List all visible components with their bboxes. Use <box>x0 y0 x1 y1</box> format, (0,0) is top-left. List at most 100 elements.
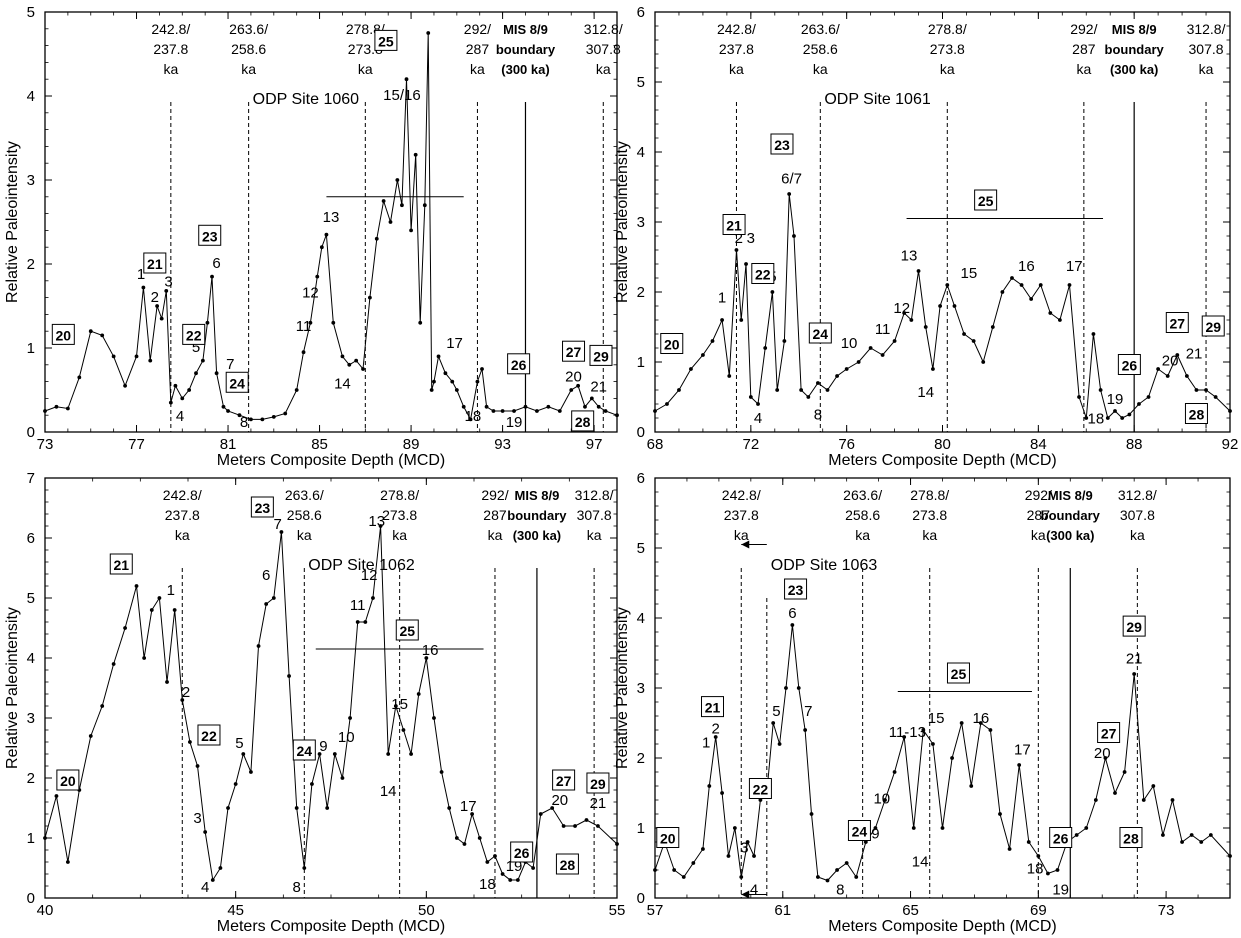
stage-box-label: 22 <box>186 327 202 343</box>
data-point <box>1057 318 1062 322</box>
data-point <box>835 868 839 872</box>
data-point <box>589 396 594 401</box>
plot-frame <box>44 11 618 433</box>
data-point <box>1180 840 1184 844</box>
site-label: ODP Site 1063 <box>771 557 878 574</box>
data-point <box>745 840 750 844</box>
data-point <box>210 878 215 882</box>
stage-box-label: 25 <box>378 33 394 49</box>
data-point <box>400 203 404 208</box>
data-point <box>1038 283 1043 287</box>
data-point <box>962 332 966 336</box>
data-point <box>308 320 313 325</box>
data-point <box>214 371 219 376</box>
excursion-number-label: 14 <box>334 375 351 392</box>
excursion-number-label: 11 <box>296 318 312 335</box>
data-point <box>418 320 423 325</box>
excursion-number-label: 18 <box>1087 411 1104 428</box>
data-point <box>409 228 413 233</box>
y-tick-label: 1 <box>637 354 645 371</box>
data-point <box>790 623 795 627</box>
data-point <box>386 752 391 756</box>
data-point <box>825 878 830 883</box>
stage-box <box>292 739 316 761</box>
data-point <box>1213 395 1218 399</box>
data-point <box>923 325 928 329</box>
stage-box <box>395 619 419 641</box>
stage-box-label: 28 <box>575 414 591 430</box>
data-point <box>739 875 744 879</box>
x-tick-label: 88 <box>1126 436 1143 453</box>
age-marker-label: 237.8 <box>153 41 188 57</box>
data-point <box>424 656 429 660</box>
age-marker-label: ka <box>1199 61 1214 77</box>
x-tick-label: 65 <box>902 902 919 919</box>
stage-box <box>182 323 206 345</box>
stage-box-label: 20 <box>664 337 680 353</box>
data-point <box>111 354 116 359</box>
data-point <box>65 406 70 411</box>
data-point <box>462 842 467 846</box>
age-marker-label: ka <box>922 527 937 543</box>
x-tick-label: 77 <box>128 436 145 453</box>
data-point <box>180 396 185 401</box>
excursion-number-label: 2 <box>735 230 743 247</box>
data-point <box>54 404 59 409</box>
data-point <box>1048 311 1053 315</box>
data-point <box>1175 353 1180 357</box>
excursion-number-label: 9 <box>871 826 879 843</box>
stage-box <box>946 662 970 684</box>
data-point <box>409 752 413 756</box>
data-point <box>436 354 441 359</box>
y-axis-label: Relative Paleointensity <box>4 607 21 769</box>
x-tick-label: 69 <box>1030 902 1047 919</box>
data-point <box>784 686 788 690</box>
x-tick-label: 40 <box>37 902 54 919</box>
data-point <box>388 220 393 224</box>
excursion-number-label: 16 <box>972 710 989 727</box>
data-point <box>188 740 192 744</box>
age-marker-label: 263.6/ <box>229 21 268 37</box>
stage-box-label: 23 <box>774 137 790 153</box>
stage-box-label: 27 <box>1170 316 1186 332</box>
data-point <box>157 596 162 600</box>
data-point <box>569 388 574 392</box>
data-point <box>271 596 276 600</box>
data-point <box>561 824 566 828</box>
x-tick-label: 61 <box>774 902 791 919</box>
excursion-number-label: 11-13 <box>889 724 926 741</box>
data-point <box>241 752 246 756</box>
data-point <box>603 409 608 413</box>
data-point <box>707 784 712 788</box>
data-point <box>354 358 359 363</box>
data-point <box>1208 833 1213 837</box>
data-point <box>260 417 265 422</box>
data-point <box>484 404 489 409</box>
excursion-number-label: 6 <box>262 567 270 584</box>
excursion-number-label: 21 <box>590 795 607 812</box>
data-point <box>100 704 105 708</box>
stage-box <box>1097 722 1121 743</box>
stage-box <box>701 696 724 718</box>
y-tick-label: 5 <box>27 4 35 21</box>
data-point <box>720 791 724 795</box>
data-point <box>710 339 715 343</box>
x-tick-label: 89 <box>403 436 420 453</box>
excursion-number-label: 17 <box>460 798 477 815</box>
excursion-number-label: 21 <box>1126 651 1143 668</box>
stage-box-label: 24 <box>229 375 245 391</box>
data-point <box>301 350 306 355</box>
y-tick-label: 3 <box>637 214 645 231</box>
data-point <box>1007 847 1012 851</box>
data-point <box>500 872 505 876</box>
stage-box-label: 20 <box>56 327 72 343</box>
data-point <box>713 735 718 739</box>
data-point <box>806 395 811 399</box>
excursion-number-label: 12 <box>302 285 319 302</box>
stage-box <box>1049 827 1073 848</box>
stage-box-label: 29 <box>1126 619 1142 635</box>
data-point <box>1151 784 1156 788</box>
